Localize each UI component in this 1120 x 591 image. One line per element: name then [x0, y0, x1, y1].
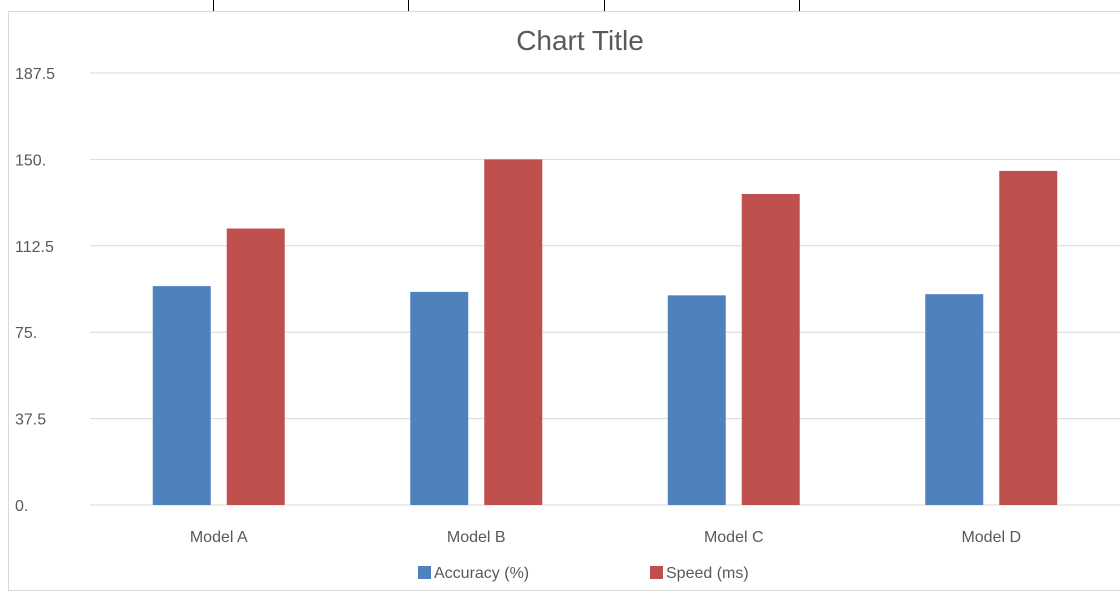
x-tick-label: Model A [190, 529, 248, 546]
bar-speed-model-b [484, 159, 543, 505]
y-tick-label: 37.5 [15, 412, 46, 429]
table-cell [409, 0, 605, 11]
legend-label: Accuracy (%) [434, 565, 529, 582]
y-tick-label: 187.5 [15, 66, 55, 83]
legend-swatch [418, 566, 431, 579]
bar-accuracy-model-a [152, 286, 211, 505]
x-tick-label: Model C [704, 529, 764, 546]
y-tick-label: 0. [15, 498, 28, 515]
legend: Accuracy (%) Speed (ms) [418, 565, 749, 582]
x-axis-ticks: Model A Model B Model C Model D [190, 529, 1021, 546]
bar-speed-model-d [999, 170, 1058, 506]
bar-accuracy-model-b [410, 291, 469, 505]
chart-title: Chart Title [516, 25, 644, 56]
bar-accuracy-model-c [667, 295, 726, 505]
y-tick-label: 150. [15, 152, 46, 169]
bar-speed-model-a [226, 228, 285, 505]
x-tick-label: Model D [961, 529, 1021, 546]
bar-accuracy-model-d [925, 294, 984, 505]
y-tick-label: 112.5 [15, 239, 54, 256]
table-cell [214, 0, 410, 11]
bars [152, 159, 1058, 506]
legend-label: Speed (ms) [666, 565, 749, 582]
y-axis-ticks: 0. 37.5 75. 112.5 150. 187.5 [15, 66, 55, 515]
bar-speed-model-c [741, 193, 800, 505]
y-tick-label: 75. [15, 325, 37, 342]
x-tick-label: Model B [447, 529, 506, 546]
legend-swatch [650, 566, 663, 579]
